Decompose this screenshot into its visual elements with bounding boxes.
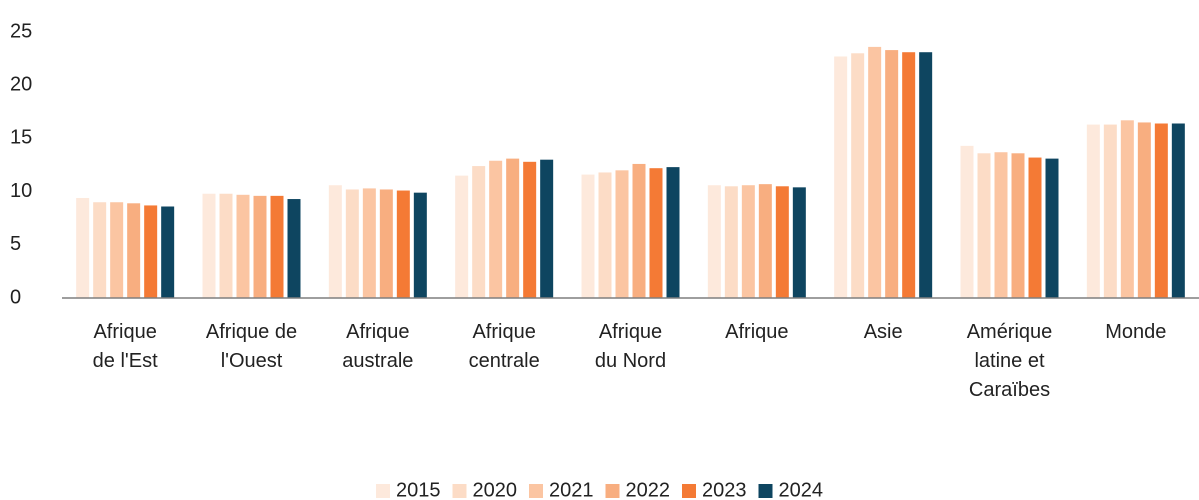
bar — [523, 161, 537, 298]
bar — [1011, 153, 1025, 298]
x-tick-label: Afrique — [725, 321, 788, 343]
legend-label: 2022 — [626, 479, 671, 500]
bar — [253, 195, 267, 298]
bar — [413, 192, 427, 298]
x-tick-label: Monde — [1105, 321, 1166, 343]
bar — [161, 206, 175, 298]
bar — [455, 175, 469, 298]
x-tick-label: Amérique latine et Caraïbes — [967, 321, 1053, 401]
bar — [287, 199, 301, 298]
y-tick-label: 0 — [10, 286, 21, 308]
bar — [919, 52, 933, 298]
bar — [741, 185, 755, 298]
legend-label: 2023 — [702, 479, 747, 500]
bar — [707, 185, 721, 298]
bar — [1120, 120, 1134, 298]
bar — [202, 193, 216, 298]
legend-swatch — [376, 484, 390, 498]
bar — [472, 166, 486, 298]
x-tick-label: Afrique de l'Est — [93, 321, 158, 372]
legend-label: 2024 — [779, 479, 824, 500]
y-tick-label: 15 — [10, 127, 32, 149]
x-tick-label: Afrique australe — [342, 321, 413, 372]
bar — [775, 186, 789, 298]
legend-label: 2020 — [473, 479, 518, 500]
bar — [540, 159, 554, 298]
bar — [1086, 124, 1100, 299]
bar — [960, 145, 974, 298]
bar — [994, 152, 1008, 298]
bar — [834, 56, 848, 298]
legend-label: 2021 — [549, 479, 594, 500]
bar — [1045, 158, 1059, 298]
bar — [885, 50, 899, 299]
legend-swatch — [682, 484, 696, 498]
bar — [345, 189, 359, 298]
bar — [379, 189, 393, 298]
bar — [758, 184, 772, 298]
bar — [649, 168, 663, 298]
x-tick-label: Afrique de l'Ouest — [206, 321, 297, 372]
bar — [1103, 124, 1117, 299]
bar — [127, 203, 141, 298]
bar — [489, 160, 503, 298]
legend-swatch — [758, 484, 773, 498]
x-tick-label: Asie — [864, 321, 903, 343]
bar — [506, 158, 520, 298]
bar — [615, 170, 629, 298]
bar — [236, 194, 250, 298]
bar — [144, 205, 158, 298]
bar — [270, 195, 284, 298]
bar — [902, 52, 916, 298]
bar — [666, 167, 680, 298]
bar — [1137, 122, 1151, 298]
y-tick-label: 25 — [10, 20, 32, 42]
y-tick-label: 20 — [10, 73, 32, 95]
bar — [632, 163, 646, 298]
bar — [110, 202, 124, 298]
bar — [328, 185, 342, 298]
bar — [724, 186, 738, 298]
x-tick-label: Afrique centrale — [469, 321, 540, 372]
bar — [93, 202, 107, 298]
y-tick-label: 10 — [10, 180, 32, 202]
bar — [977, 153, 991, 298]
legend-swatch — [452, 484, 467, 498]
bar — [868, 46, 882, 299]
bar — [1154, 123, 1168, 298]
bar — [76, 197, 90, 298]
x-tick-label: Afrique du Nord — [595, 321, 666, 372]
bar — [362, 188, 376, 298]
legend-label: 2015 — [396, 479, 441, 500]
bar — [1171, 123, 1185, 298]
bar — [1028, 157, 1042, 298]
bar — [396, 190, 410, 298]
bar — [219, 193, 233, 298]
bar — [851, 53, 865, 298]
bar — [792, 187, 806, 298]
legend-swatch — [605, 484, 620, 498]
y-tick-label: 5 — [10, 233, 21, 255]
bar — [598, 172, 612, 298]
legend-swatch — [529, 484, 543, 498]
bar — [581, 174, 595, 298]
